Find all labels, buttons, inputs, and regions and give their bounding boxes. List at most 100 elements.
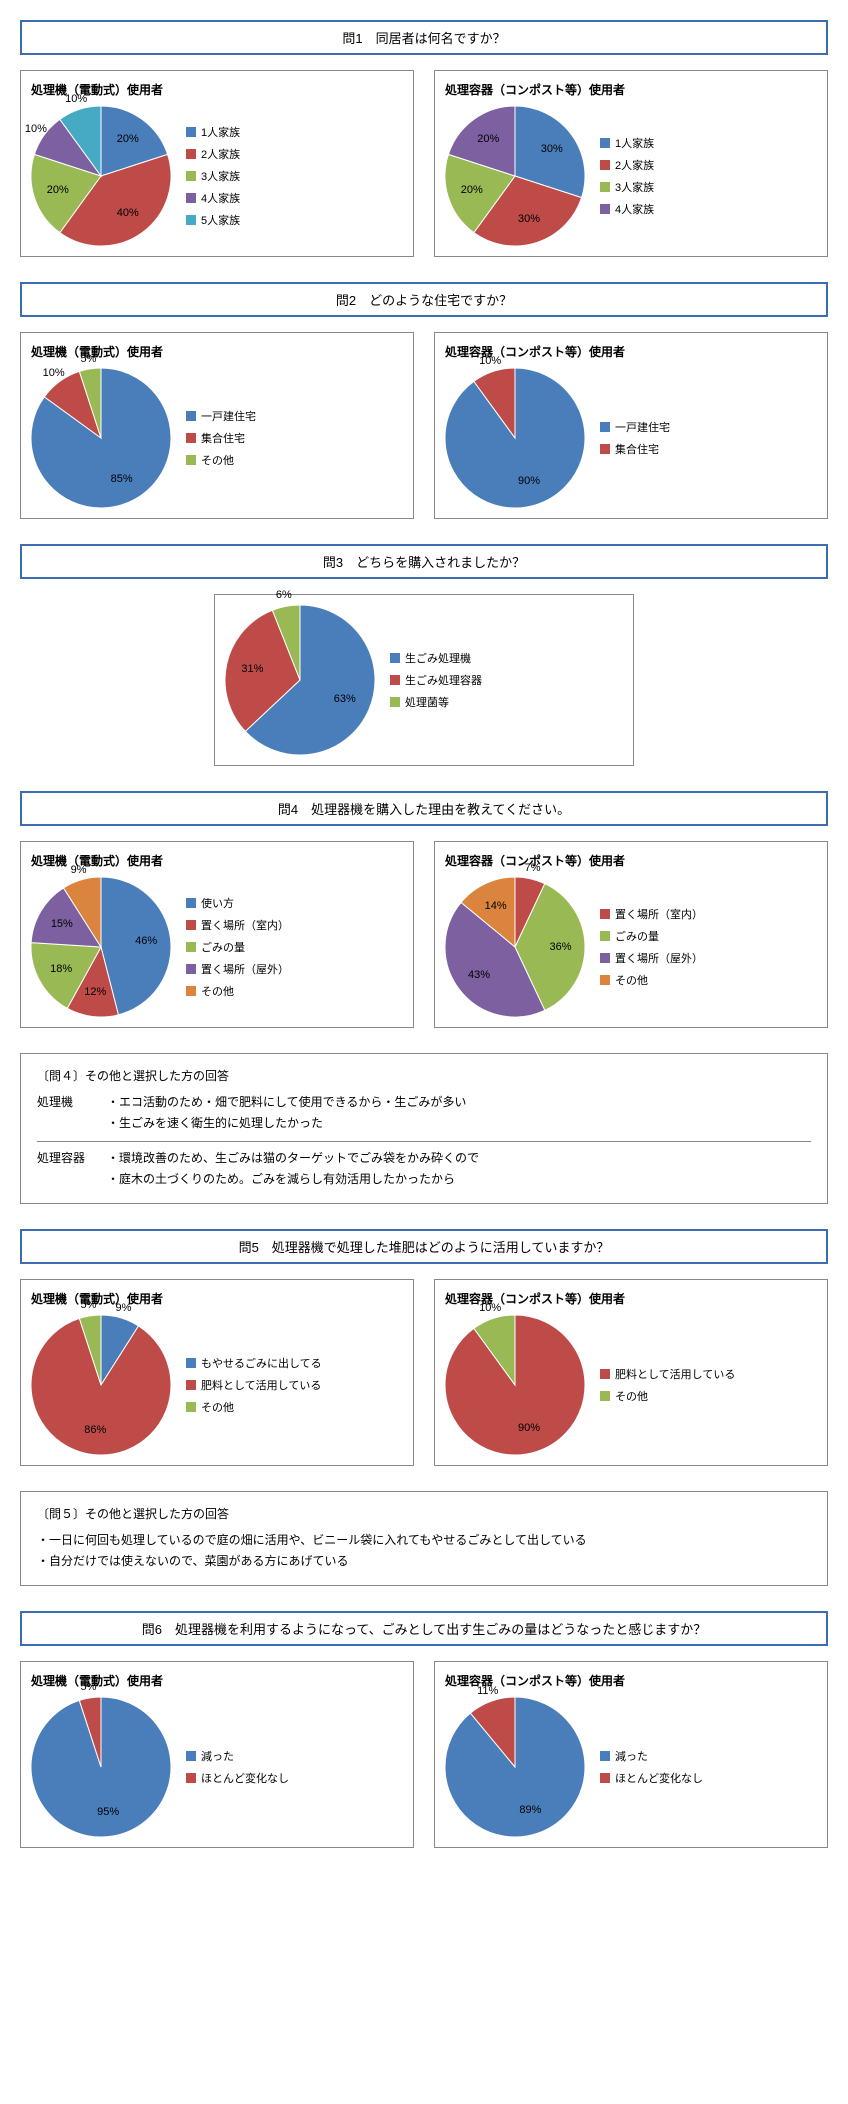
legend-label: 減った [615, 1748, 648, 1764]
legend-swatch [186, 1380, 196, 1390]
legend-item: 置く場所（室内） [186, 917, 289, 933]
legend-label: その他 [615, 972, 648, 988]
chart-panel: 処理機（電動式）使用者 20%40%20%10%10% 1人家族 2人家族 3人… [20, 70, 414, 257]
legend-item: 置く場所（室内） [600, 906, 703, 922]
legend-item: その他 [600, 1388, 735, 1404]
legend-item: 肥料として活用している [600, 1366, 735, 1382]
chart-panel: 処理機（電動式）使用者 85%10%5% 一戸建住宅 集合住宅 その他 [20, 332, 414, 519]
legend-swatch [600, 953, 610, 963]
note-line: ・自分だけでは使えないので、菜園がある方にあげている [37, 1551, 811, 1573]
chart-title: 処理機（電動式）使用者 [31, 343, 403, 360]
chart-title: 処理機（電動式）使用者 [31, 852, 403, 869]
note-row-text: ・庭木の土づくりのため。ごみを減らし有効活用したかったから [107, 1169, 455, 1191]
legend-swatch [186, 942, 196, 952]
legend-label: 置く場所（室内） [201, 917, 289, 933]
legend-swatch [390, 653, 400, 663]
note-title: 〔問４〕その他と選択した方の回答 [37, 1066, 811, 1088]
legend-swatch [600, 138, 610, 148]
chart-title: 処理容器（コンポスト等）使用者 [445, 1290, 817, 1307]
legend-item: 肥料として活用している [186, 1377, 322, 1393]
legend-label: 3人家族 [201, 168, 240, 184]
legend-swatch [186, 149, 196, 159]
legend-swatch [600, 975, 610, 985]
legend-swatch [600, 160, 610, 170]
legend-swatch [600, 444, 610, 454]
slice-label: 6% [276, 589, 292, 601]
legend-swatch [600, 1391, 610, 1401]
note-row: 処理容器 ・環境改善のため、生ごみは猫のターゲットでごみ袋をかみ砕くので [37, 1148, 811, 1170]
question-header: 問6 処理器機を利用するようになって、ごみとして出す生ごみの量はどうなったと感じ… [20, 1611, 828, 1646]
legend-item: 生ごみ処理機 [390, 650, 482, 666]
legend-label: 処理菌等 [405, 694, 449, 710]
chart-panel: 処理容器（コンポスト等）使用者 30%30%20%20% 1人家族 2人家族 3… [434, 70, 828, 257]
note-row-text: ・環境改善のため、生ごみは猫のターゲットでごみ袋をかみ砕くので [107, 1148, 479, 1170]
legend-swatch [186, 964, 196, 974]
legend-item: 3人家族 [186, 168, 240, 184]
legend-label: ほとんど変化なし [201, 1770, 289, 1786]
legend-swatch [186, 433, 196, 443]
note-row: ・庭木の土づくりのため。ごみを減らし有効活用したかったから [37, 1169, 811, 1191]
legend-item: 生ごみ処理容器 [390, 672, 482, 688]
legend-swatch [600, 1773, 610, 1783]
legend-label: 置く場所（室内） [615, 906, 703, 922]
legend-item: 5人家族 [186, 212, 240, 228]
legend-item: 4人家族 [600, 201, 654, 217]
legend-swatch [600, 931, 610, 941]
note-box: 〔問４〕その他と選択した方の回答 処理機 ・エコ活動のため・畑で肥料にして使用で… [20, 1053, 828, 1204]
chart-panel: 処理容器（コンポスト等）使用者 90%10% 一戸建住宅 集合住宅 [434, 332, 828, 519]
legend-label: 5人家族 [201, 212, 240, 228]
note-row-label [37, 1169, 107, 1191]
legend-item: 集合住宅 [186, 430, 256, 446]
legend: 使い方 置く場所（室内） ごみの量 置く場所（屋外） その他 [186, 895, 289, 999]
legend-swatch [390, 675, 400, 685]
legend-label: 1人家族 [201, 124, 240, 140]
legend-label: 生ごみ処理機 [405, 650, 471, 666]
chart-panel: 処理機（電動式）使用者 46%12%18%15%9% 使い方 置く場所（室内） … [20, 841, 414, 1028]
legend-label: ほとんど変化なし [615, 1770, 703, 1786]
legend-item: 一戸建住宅 [186, 408, 256, 424]
legend-swatch [186, 171, 196, 181]
legend-swatch [186, 193, 196, 203]
legend-label: 2人家族 [201, 146, 240, 162]
legend-item: 減った [186, 1748, 289, 1764]
legend-item: 置く場所（屋外） [600, 950, 703, 966]
legend-swatch [600, 1369, 610, 1379]
legend-swatch [186, 215, 196, 225]
legend-item: ごみの量 [600, 928, 703, 944]
legend-item: 減った [600, 1748, 703, 1764]
legend-item: 1人家族 [186, 124, 240, 140]
legend-label: 一戸建住宅 [201, 408, 256, 424]
chart-title: 処理容器（コンポスト等）使用者 [445, 1672, 817, 1689]
legend-item: もやせるごみに出してる [186, 1355, 322, 1371]
legend-label: 置く場所（屋外） [615, 950, 703, 966]
legend-item: その他 [600, 972, 703, 988]
question-header: 問1 同居者は何名ですか？ [20, 20, 828, 55]
legend-swatch [186, 898, 196, 908]
note-box: 〔問５〕その他と選択した方の回答 ・一日に何回も処理しているので庭の畑に活用や、… [20, 1491, 828, 1586]
legend-label: 肥料として活用している [201, 1377, 321, 1393]
legend-item: ほとんど変化なし [186, 1770, 289, 1786]
legend-swatch [186, 986, 196, 996]
legend: 1人家族 2人家族 3人家族 4人家族 [600, 135, 654, 217]
chart-panel: 63%31%6% 生ごみ処理機 生ごみ処理容器 処理菌等 [214, 594, 634, 766]
legend-swatch [390, 697, 400, 707]
legend-swatch [186, 455, 196, 465]
legend-label: 集合住宅 [201, 430, 245, 446]
note-row: 処理機 ・エコ活動のため・畑で肥料にして使用できるから・生ごみが多い [37, 1092, 811, 1114]
legend-item: 2人家族 [186, 146, 240, 162]
legend-item: 使い方 [186, 895, 289, 911]
legend-label: 減った [201, 1748, 234, 1764]
chart-title: 処理機（電動式）使用者 [31, 1672, 403, 1689]
legend-item: ごみの量 [186, 939, 289, 955]
legend-label: 生ごみ処理容器 [405, 672, 482, 688]
legend-label: 一戸建住宅 [615, 419, 670, 435]
legend-label: 4人家族 [201, 190, 240, 206]
chart-title: 処理容器（コンポスト等）使用者 [445, 81, 817, 98]
legend-swatch [186, 1751, 196, 1761]
chart-panel: 処理容器（コンポスト等）使用者 89%11% 減った ほとんど変化なし [434, 1661, 828, 1848]
legend-label: その他 [615, 1388, 648, 1404]
legend-item: 3人家族 [600, 179, 654, 195]
note-row: ・生ごみを速く衛生的に処理したかった [37, 1113, 811, 1135]
chart-title: 処理機（電動式）使用者 [31, 81, 403, 98]
question-header: 問4 処理器機を購入した理由を教えてください。 [20, 791, 828, 826]
